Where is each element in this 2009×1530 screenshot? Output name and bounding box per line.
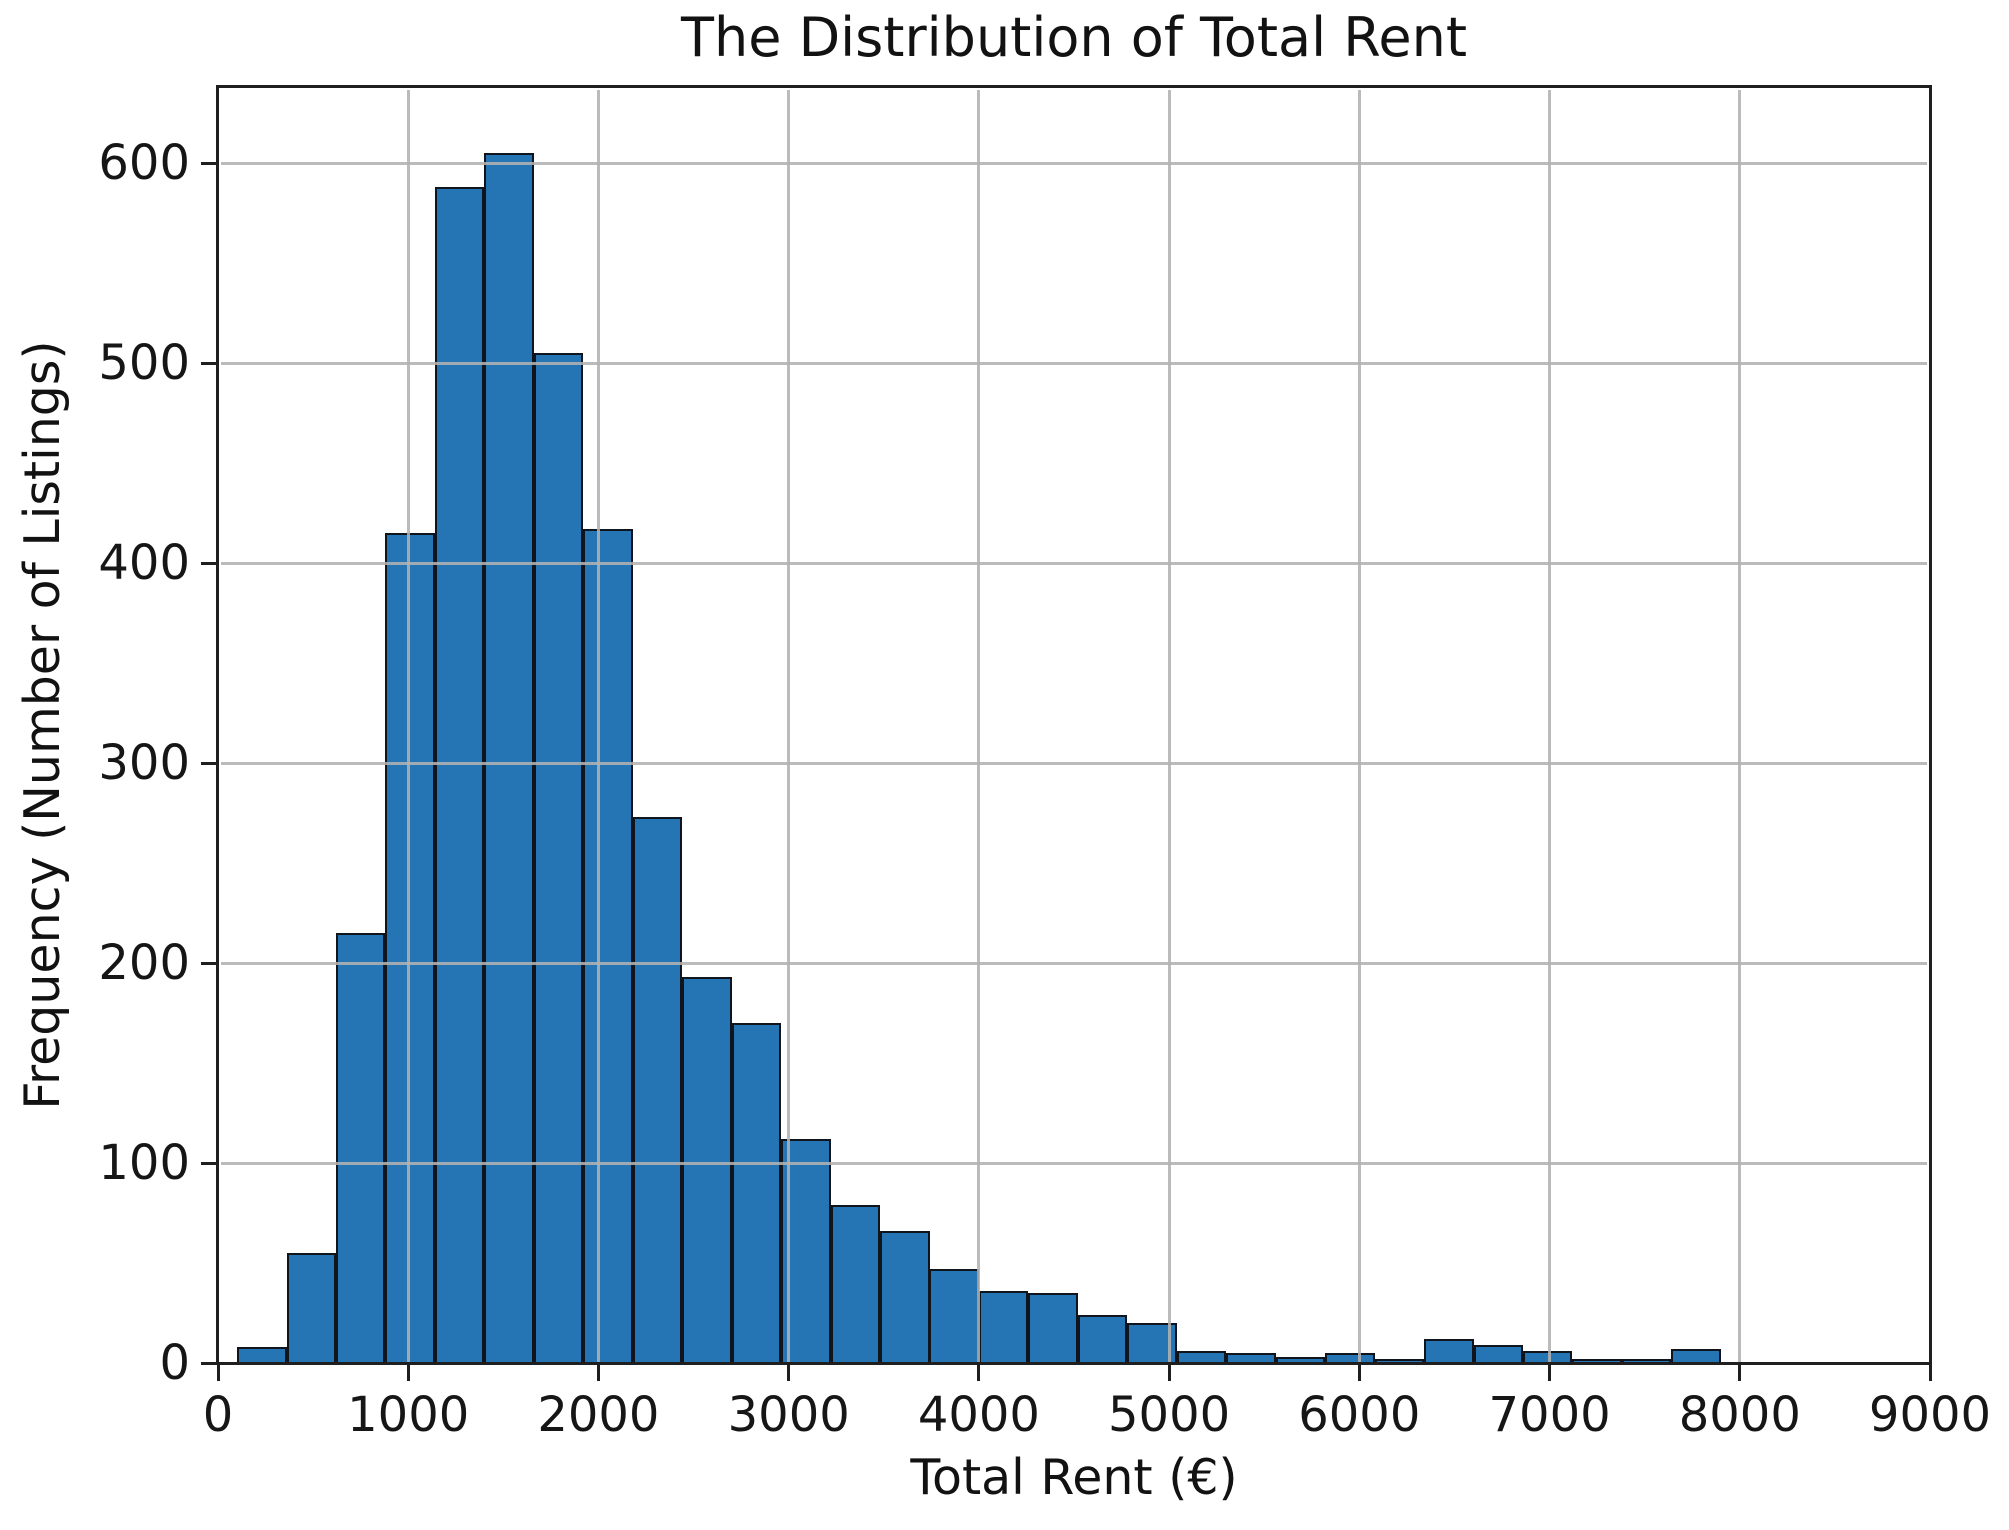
- x-tick-label: 8000: [1678, 1387, 1801, 1443]
- y-tick-mark: [201, 961, 217, 965]
- histogram-bar: [1176, 1351, 1227, 1365]
- x-tick-mark: [406, 1365, 410, 1381]
- histogram-bar: [1275, 1357, 1326, 1365]
- histogram-bar: [682, 977, 732, 1365]
- x-gridline: [1357, 90, 1361, 1363]
- y-gridline: [221, 961, 1927, 965]
- histogram-bar: [632, 817, 683, 1365]
- x-tick-mark: [1357, 1365, 1361, 1381]
- x-gridline: [1548, 90, 1552, 1363]
- y-tick-label: 600: [98, 135, 190, 191]
- histogram-bar: [484, 153, 534, 1365]
- x-axis-title: Total Rent (€): [910, 1449, 1238, 1506]
- chart-title: The Distribution of Total Rent: [680, 6, 1467, 69]
- x-gridline: [596, 90, 600, 1363]
- histogram-bar: [1077, 1315, 1128, 1365]
- histogram-bar: [830, 1205, 880, 1365]
- histogram-bar: [286, 1253, 336, 1365]
- histogram-bar: [1325, 1353, 1375, 1365]
- x-tick-mark: [787, 1365, 791, 1381]
- y-tick-mark: [201, 1161, 217, 1165]
- x-tick-label: 6000: [1298, 1387, 1421, 1443]
- histogram-bar: [1671, 1349, 1721, 1365]
- x-tick-mark: [596, 1365, 600, 1381]
- x-gridline: [1167, 90, 1171, 1363]
- histogram-bar: [1424, 1339, 1474, 1365]
- y-tick-label: 200: [98, 935, 190, 991]
- y-tick-mark: [201, 561, 217, 565]
- y-gridline: [221, 361, 1927, 365]
- histogram-bar: [1226, 1353, 1276, 1365]
- histogram-bar: [929, 1269, 979, 1365]
- x-gridline: [406, 90, 410, 1363]
- histogram-bar: [1374, 1359, 1425, 1365]
- x-gridline: [977, 90, 981, 1363]
- histogram-bar: [880, 1231, 930, 1365]
- x-tick-label: 7000: [1488, 1387, 1611, 1443]
- x-tick-mark: [1548, 1365, 1552, 1381]
- y-gridline: [221, 761, 1927, 765]
- y-tick-label: 300: [98, 735, 190, 791]
- x-tick-mark: [1928, 1365, 1932, 1381]
- y-tick-mark: [201, 1361, 217, 1365]
- x-gridline: [787, 90, 791, 1363]
- x-tick-label: 2000: [537, 1387, 660, 1443]
- histogram-bar: [385, 533, 435, 1365]
- x-tick-label: 0: [202, 1387, 234, 1443]
- y-gridline: [221, 561, 1927, 565]
- histogram-bar: [978, 1291, 1029, 1365]
- x-tick-label: 9000: [1868, 1387, 1992, 1443]
- histogram-bar: [1621, 1359, 1672, 1365]
- y-gridline: [221, 1161, 1927, 1165]
- y-tick-label: 0: [159, 1335, 190, 1391]
- histogram-bar: [335, 933, 386, 1365]
- histogram-bar: [1572, 1359, 1622, 1365]
- x-tick-mark: [1167, 1365, 1171, 1381]
- y-tick-mark: [201, 761, 217, 765]
- histogram-bar: [583, 529, 633, 1365]
- y-tick-mark: [201, 161, 217, 165]
- y-tick-label: 100: [98, 1135, 190, 1191]
- x-tick-mark: [1738, 1365, 1742, 1381]
- histogram-bar: [731, 1023, 782, 1365]
- x-tick-label: 5000: [1108, 1387, 1231, 1443]
- y-tick-label: 400: [98, 535, 190, 591]
- x-gridline: [1738, 90, 1742, 1363]
- histogram-bar: [1028, 1293, 1078, 1365]
- x-tick-mark: [977, 1365, 981, 1381]
- histogram-bar: [1473, 1345, 1523, 1365]
- x-tick-label: 4000: [917, 1387, 1040, 1443]
- y-tick-label: 500: [98, 335, 190, 391]
- x-tick-label: 3000: [727, 1387, 850, 1443]
- x-tick-mark: [216, 1365, 220, 1381]
- histogram-bar: [237, 1347, 287, 1365]
- y-tick-mark: [201, 361, 217, 365]
- x-tick-label: 1000: [347, 1387, 470, 1443]
- y-gridline: [221, 161, 1927, 165]
- histogram-bar: [533, 353, 584, 1365]
